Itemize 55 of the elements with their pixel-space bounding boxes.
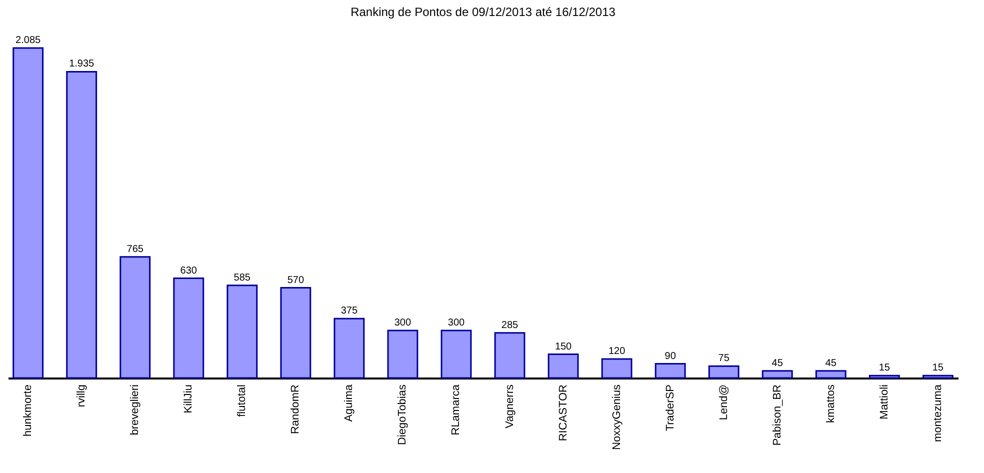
bar bbox=[708, 365, 740, 379]
x-tick-label: breveglieri bbox=[129, 384, 142, 436]
data-label: 300 bbox=[448, 318, 466, 329]
x-tick-label: KillJiu bbox=[182, 384, 195, 414]
x-tick-label: Pabison_BR bbox=[771, 384, 784, 446]
data-label: 570 bbox=[287, 274, 304, 286]
data-label: 300 bbox=[394, 318, 412, 329]
bar bbox=[868, 374, 900, 379]
data-label: 585 bbox=[234, 272, 251, 284]
bar bbox=[226, 284, 258, 379]
x-tick-label: Vagnerrs bbox=[504, 384, 516, 428]
x-tick-label: TraderSP bbox=[664, 384, 676, 432]
bar bbox=[654, 363, 686, 379]
bar bbox=[334, 318, 365, 379]
data-label: 15 bbox=[878, 362, 890, 374]
x-tick-label: Aguima bbox=[343, 384, 356, 422]
data-label: 45 bbox=[825, 358, 837, 369]
bar bbox=[922, 374, 954, 379]
data-label: 1.935 bbox=[69, 58, 95, 70]
x-tick-label: Mattioli bbox=[878, 384, 890, 420]
x-tick-label: NoxxyGenius bbox=[610, 384, 623, 450]
data-label: 2.085 bbox=[16, 35, 42, 46]
bar bbox=[12, 47, 44, 379]
data-label: 630 bbox=[180, 265, 198, 276]
data-label: 120 bbox=[608, 346, 626, 358]
bar bbox=[440, 330, 472, 379]
data-label: 15 bbox=[932, 362, 944, 374]
x-tick-label: montezuma bbox=[932, 384, 944, 442]
data-label: 285 bbox=[501, 320, 519, 331]
data-label: 45 bbox=[772, 358, 784, 369]
bar bbox=[601, 358, 632, 379]
bar bbox=[280, 287, 312, 379]
x-tick-label: RICASTOR bbox=[557, 384, 570, 442]
data-label: 75 bbox=[718, 353, 730, 364]
bar bbox=[815, 370, 846, 379]
data-label: 90 bbox=[664, 350, 676, 362]
bar bbox=[173, 278, 204, 379]
x-tick-label: kmattos bbox=[824, 384, 837, 424]
bar bbox=[120, 256, 151, 379]
data-label: 150 bbox=[554, 341, 572, 352]
data-label: 765 bbox=[126, 244, 144, 255]
bar bbox=[387, 330, 418, 379]
x-tick-label: Lend@ bbox=[718, 384, 730, 420]
x-tick-label: RLamarca bbox=[450, 384, 462, 436]
bar bbox=[548, 354, 579, 379]
x-tick-label: RandomR bbox=[290, 384, 302, 434]
x-tick-label: hunkmorte bbox=[22, 384, 34, 436]
bar bbox=[762, 370, 793, 379]
bar bbox=[66, 70, 98, 379]
x-tick-label: rvillg bbox=[76, 384, 88, 408]
x-tick-label: DiegoTobias bbox=[396, 384, 409, 446]
x-tick-label: flutotal bbox=[236, 384, 248, 417]
data-label: 375 bbox=[340, 306, 358, 317]
bar bbox=[494, 332, 526, 379]
chart-title: Ranking de Pontos de 09/12/2013 até 16/12/2013 bbox=[350, 5, 616, 19]
